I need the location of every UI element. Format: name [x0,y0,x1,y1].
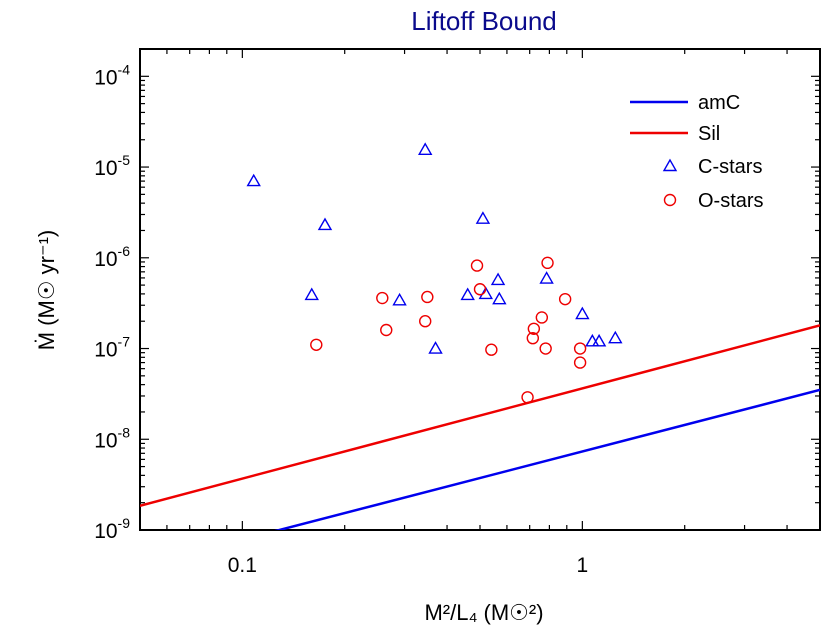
c-star-point [478,286,493,300]
c-star-point [591,333,607,347]
x-tick-label: 1 [577,554,589,577]
y-tick-label: 10-8 [94,424,130,452]
legend-label-o-stars: O-stars [698,190,764,212]
x-axis-label: M²/L₄ (M☉²) [424,600,543,625]
c-star-point [490,272,506,286]
o-star-point [558,292,572,306]
o-star-point [526,331,540,345]
c-star-point [428,341,443,354]
o-star-point [485,343,498,356]
c-star-point [246,173,261,187]
y-tick-label: 10-7 [94,334,130,362]
y-axis-label: Ṁ (M☉ yr⁻¹) [34,230,59,351]
bound-lines [140,324,820,530]
amc-line [274,388,820,530]
o-star-point [573,342,587,355]
o-star-point [527,322,541,335]
o-star-point [473,283,487,296]
c-star-point [608,330,623,344]
y-tick-label: 10-9 [94,515,130,543]
legend-swatch-o-stars [663,193,677,207]
y-tick-label: 10-4 [94,61,130,89]
c-star-point [475,211,491,224]
o-star-point [376,291,389,305]
o-star-point [470,259,484,272]
y-tick-label: 10-5 [94,152,130,180]
legend-swatch-c-stars [662,158,678,172]
legend: amC Sil C-stars O-stars [630,92,764,212]
o-star-point [421,290,434,304]
chart-title: Liftoff Bound [411,6,557,36]
c-star-point [575,306,590,320]
c-star-point [304,287,319,301]
o-star-point [539,342,552,355]
sil-line [140,324,820,507]
o-star-point [573,356,587,369]
legend-label-sil: Sil [698,123,720,145]
o-star-point [419,315,432,328]
y-tick-label: 10-6 [94,243,130,271]
plot-area [139,48,821,531]
o-star-point [521,391,534,404]
x-tick-label: 0.1 [228,554,257,577]
axis-ticks: 0.1 1 10-9 10-8 10-7 10-6 10-5 10-4 [94,48,821,577]
c-star-point [539,271,554,284]
c-star-point [317,217,333,231]
o-star-point [541,256,554,270]
o-star-point [380,323,393,337]
c-star-point [392,292,407,306]
data-points [246,142,623,404]
o-star-point [310,338,323,351]
legend-label-c-stars: C-stars [698,156,762,178]
c-star-point [492,291,507,305]
legend-label-amc: amC [698,92,740,114]
o-star-point [535,311,549,324]
c-star-point [418,142,433,155]
c-star-point [460,287,475,301]
